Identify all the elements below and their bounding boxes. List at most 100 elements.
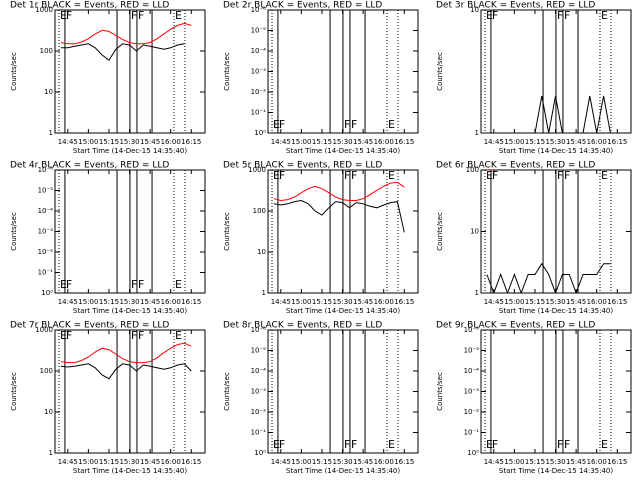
y-tick-label: 10⁻⁴ [38, 207, 54, 215]
x-tick-label: 15:00 [78, 458, 98, 466]
event-label: F [131, 9, 137, 22]
x-tick-label: 16:15 [607, 458, 627, 466]
y-tick-label: 1 [262, 289, 266, 297]
y-tick-label: 10 [44, 408, 53, 416]
event-label: E [273, 118, 280, 131]
series-line [273, 181, 405, 202]
x-tick-label: 15:45 [353, 458, 373, 466]
chart-title: Det 9r BLACK = Events, RED = LLD [436, 321, 595, 331]
x-tick-label: 14:45 [484, 458, 504, 466]
event-label: F [344, 118, 350, 131]
x-tick-label: 15:15 [99, 458, 119, 466]
x-tick-label: 16:00 [587, 458, 607, 466]
x-tick-label: 15:30 [332, 138, 352, 146]
x-tick-label: 15:30 [332, 298, 352, 306]
event-label: F [492, 9, 498, 22]
series-line [486, 95, 618, 133]
x-tick-label: 15:15 [525, 458, 545, 466]
x-tick-label: 15:00 [78, 138, 98, 146]
y-tick-label: 10⁻¹ [251, 109, 267, 117]
x-tick-label: 15:15 [99, 138, 119, 146]
x-axis-label: Start Time (14-Dec-15 14:35:40) [286, 467, 400, 475]
x-tick-label: 15:15 [99, 298, 119, 306]
x-axis-label: Start Time (14-Dec-15 14:35:40) [73, 307, 187, 315]
y-tick-label: 1 [49, 449, 53, 457]
panel: Det 1r BLACK = Events, RED = LLD Start Ti… [10, 1, 206, 155]
x-tick-label: 14:45 [58, 298, 78, 306]
event-label: E [388, 118, 395, 131]
x-tick-label: 15:30 [545, 138, 565, 146]
event-label: F [351, 118, 357, 131]
event-label: E [388, 169, 395, 182]
y-axis-label: Counts/sec [223, 52, 231, 91]
y-axis-label: Counts/sec [10, 212, 18, 251]
x-tick-label: 16:00 [374, 138, 394, 146]
x-tick-label: 15:00 [291, 458, 311, 466]
event-label: E [60, 278, 67, 291]
y-tick-label: 10⁻² [38, 248, 54, 256]
x-tick-label: 15:45 [566, 298, 586, 306]
y-tick-label: 1000 [35, 326, 53, 334]
chart-title: Det 8r BLACK = Events, RED = LLD [223, 321, 382, 331]
y-axis-label: Counts/sec [436, 52, 444, 91]
event-label: F [557, 169, 563, 182]
x-tick-label: 14:45 [58, 458, 78, 466]
x-tick-label: 14:45 [271, 298, 291, 306]
x-tick-label: 15:45 [566, 138, 586, 146]
event-label: E [175, 9, 182, 22]
x-tick-label: 15:30 [332, 458, 352, 466]
y-tick-label: 10⁻⁴ [251, 47, 267, 55]
y-axis-label: Counts/sec [10, 372, 18, 411]
y-tick-label: 10⁻⁶ [38, 166, 54, 174]
event-label: E [486, 169, 493, 182]
x-tick-label: 15:00 [291, 298, 311, 306]
y-tick-label: 10⁻⁴ [464, 367, 480, 375]
chart-title: Det 4r BLACK = Events, RED = LLD [10, 161, 169, 171]
chart-title: Det 2r BLACK = Events, RED = LLD [223, 1, 382, 11]
y-tick-label: 100 [40, 367, 53, 375]
event-label: F [344, 169, 350, 182]
event-label: F [351, 438, 357, 451]
panel: Det 9r BLACK = Events, RED = LLD Start Ti… [436, 321, 632, 475]
event-label: F [131, 278, 137, 291]
chart-title: Det 3r BLACK = Events, RED = LLD [436, 1, 595, 11]
y-tick-label: 10 [470, 6, 479, 14]
event-label: E [60, 329, 67, 342]
x-tick-label: 15:30 [545, 458, 565, 466]
event-label: F [557, 438, 563, 451]
event-label: E [273, 438, 280, 451]
chart-title: Det 1r BLACK = Events, RED = LLD [10, 1, 169, 11]
x-tick-label: 15:15 [525, 298, 545, 306]
y-axis-label: Counts/sec [223, 212, 231, 251]
x-axis-label: Start Time (14-Dec-15 14:35:40) [73, 147, 187, 155]
series-line [60, 363, 192, 380]
x-tick-label: 15:45 [566, 458, 586, 466]
event-label: F [564, 9, 570, 22]
event-label: F [344, 438, 350, 451]
x-axis-label: Start Time (14-Dec-15 14:35:40) [286, 307, 400, 315]
x-tick-label: 15:45 [140, 298, 160, 306]
event-label: F [557, 9, 563, 22]
y-tick-label: 10⁻¹ [464, 429, 480, 437]
x-tick-label: 14:45 [271, 458, 291, 466]
panel: Det 4r BLACK = Events, RED = LLD Start Ti… [10, 161, 206, 315]
x-tick-label: 15:00 [78, 298, 98, 306]
event-label: F [138, 278, 144, 291]
x-tick-label: 15:00 [504, 138, 524, 146]
event-label: E [486, 9, 493, 22]
series-line [60, 342, 192, 364]
x-tick-label: 16:15 [181, 458, 201, 466]
x-tick-label: 16:00 [161, 298, 181, 306]
y-tick-label: 10 [257, 248, 266, 256]
event-label: F [66, 9, 72, 22]
x-tick-label: 14:45 [58, 138, 78, 146]
y-tick-label: 10⁻³ [38, 228, 54, 236]
x-tick-label: 15:15 [312, 458, 332, 466]
y-axis-label: Counts/sec [223, 372, 231, 411]
panel: Det 2r BLACK = Events, RED = LLD Start Ti… [223, 1, 419, 155]
y-tick-label: 100 [466, 166, 479, 174]
y-tick-label: 10⁻⁵ [464, 347, 480, 355]
y-tick-label: 10⁰ [41, 289, 53, 297]
y-axis-label: Counts/sec [10, 52, 18, 91]
event-label: F [492, 169, 498, 182]
